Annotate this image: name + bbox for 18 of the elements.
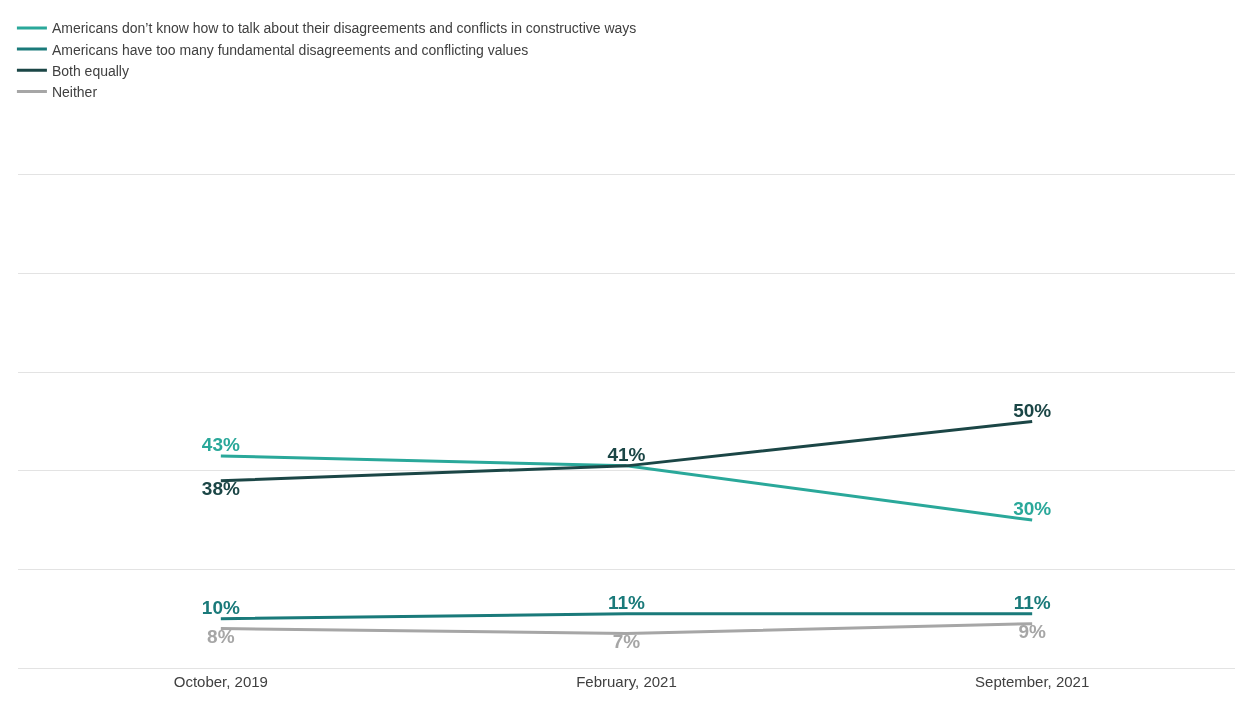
data-label: 43%	[201, 434, 240, 456]
x-tick-label: September, 2021	[975, 673, 1090, 690]
x-tick-label: October, 2019	[173, 673, 268, 690]
data-label: 8%	[207, 625, 235, 647]
data-label: 41%	[607, 444, 646, 466]
legend-label: Americans have too many fundamental disagreements and conflicting values	[51, 41, 529, 58]
data-label: 38%	[201, 477, 240, 499]
legend-label: Neither	[51, 83, 98, 100]
x-tick-label: February, 2021	[576, 673, 677, 690]
data-label: 50%	[1013, 399, 1052, 421]
data-label: 11%	[608, 592, 646, 614]
legend-label: Americans don’t know how to talk about their disagreements and conflicts in constructive ways	[51, 20, 637, 37]
data-label: 11%	[1013, 592, 1051, 614]
data-label: 30%	[1013, 498, 1052, 520]
legend-label: Both equally	[51, 62, 129, 79]
data-label: 9%	[1018, 620, 1046, 642]
data-label: 7%	[612, 630, 641, 652]
data-label: 10%	[201, 596, 240, 618]
